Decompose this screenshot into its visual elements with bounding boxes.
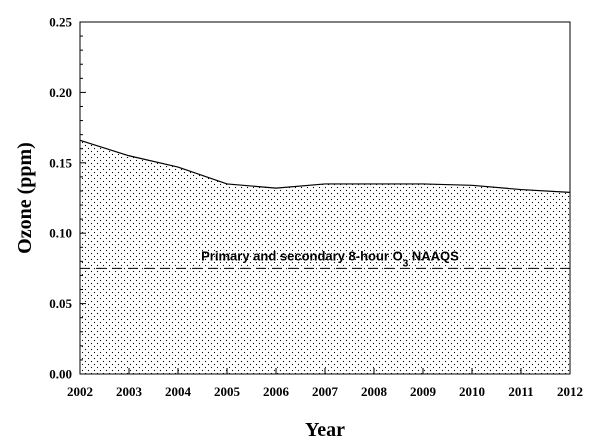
y-tick-label: 0.10 bbox=[49, 226, 72, 241]
x-tick-label: 2007 bbox=[312, 384, 339, 399]
x-tick-label: 2011 bbox=[508, 384, 533, 399]
y-tick-label: 0.05 bbox=[49, 296, 72, 311]
y-axis: 0.00 0.05 0.10 0.15 0.20 0.25 bbox=[49, 15, 86, 382]
x-tick-label: 2003 bbox=[116, 384, 143, 399]
y-tick-label: 0.20 bbox=[49, 85, 72, 100]
x-tick-label: 2006 bbox=[263, 384, 290, 399]
x-axis: 2002 2003 2004 2005 2006 2007 2008 2009 2010 2011… bbox=[67, 368, 583, 399]
x-axis-title: Year bbox=[305, 419, 345, 441]
x-tick-label: 2008 bbox=[361, 384, 388, 399]
x-tick-label: 2005 bbox=[214, 384, 241, 399]
area-fill bbox=[80, 140, 570, 374]
y-tick-label: 0.15 bbox=[49, 155, 72, 170]
x-tick-label: 2012 bbox=[557, 384, 583, 399]
naaqs-annotation: Primary and secondary 8-hour O3 NAAQS bbox=[201, 248, 459, 269]
x-tick-label: 2009 bbox=[410, 384, 437, 399]
x-tick-label: 2002 bbox=[67, 384, 93, 399]
series-line bbox=[79, 139, 571, 193]
y-axis-title: Ozone (ppm) bbox=[14, 142, 36, 254]
y-tick-label: 0.25 bbox=[49, 15, 72, 30]
x-tick-label: 2004 bbox=[165, 384, 192, 399]
y-tick-label: 0.00 bbox=[49, 367, 72, 382]
x-tick-label: 2010 bbox=[459, 384, 485, 399]
